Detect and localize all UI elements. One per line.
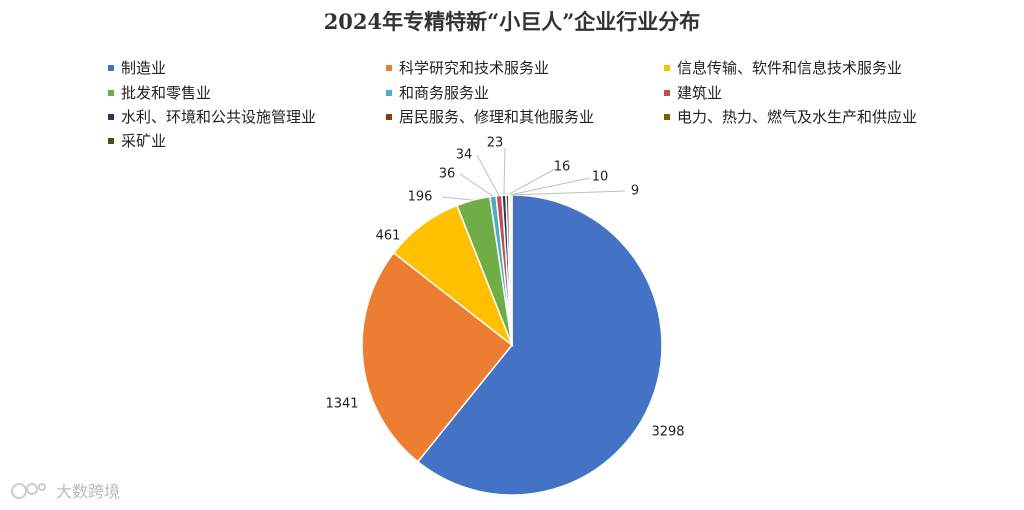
- legend-swatch: [386, 64, 392, 71]
- data-label: 10: [592, 170, 609, 185]
- pie-slice: [416, 194, 663, 496]
- data-label: 196: [408, 190, 433, 205]
- legend-label: 批发和零售业: [121, 84, 212, 102]
- legend-item: 批发和零售业: [108, 82, 211, 103]
- legend-label: 科学研究和技术服务业: [399, 59, 550, 77]
- data-label: 461: [376, 229, 401, 244]
- chart-title: 2024年专精特新“小巨人”企业行业分布: [323, 9, 701, 34]
- legend-swatch: [108, 137, 114, 144]
- leader-line: [459, 173, 494, 197]
- legend-swatch: [108, 64, 114, 71]
- legend-label: 水利、环境和公共设施管理业: [121, 108, 317, 126]
- legend-item: 科学研究和技术服务业: [386, 57, 549, 78]
- legend-swatch: [664, 64, 670, 71]
- legend-item: 水利、环境和公共设施管理业: [108, 106, 316, 127]
- leader-line: [511, 190, 626, 196]
- legend-swatch: [386, 89, 392, 96]
- legend-swatch: [108, 89, 114, 96]
- legend-item: 居民服务、修理和其他服务业: [386, 106, 594, 127]
- data-label: 9: [631, 184, 639, 199]
- legend-item: 信息传输、软件和信息技术服务业: [664, 57, 902, 78]
- data-label: 34: [456, 148, 473, 163]
- watermark-logo-icon: [11, 483, 46, 499]
- watermark-text: 大数跨境: [56, 482, 121, 501]
- data-label: 3298: [651, 425, 684, 440]
- legend-item: 制造业: [108, 57, 166, 78]
- legend-label: 电力、热力、燃气及水生产和供应业: [677, 108, 918, 126]
- legend-item: 采矿业: [108, 130, 166, 151]
- legend-label: 制造业: [121, 59, 167, 77]
- leader-line: [507, 168, 556, 196]
- legend-swatch: [108, 113, 114, 120]
- data-label: 23: [487, 136, 504, 151]
- legend-swatch: [386, 113, 392, 120]
- pie-slice: [361, 251, 514, 463]
- watermark: 大数跨境: [10, 478, 120, 502]
- leader-line: [441, 196, 474, 201]
- leader-line: [509, 177, 591, 196]
- legend-swatch: [664, 113, 670, 120]
- data-label: 36: [439, 167, 456, 182]
- legend-label: 建筑业: [677, 84, 723, 102]
- data-label: 1341: [325, 397, 358, 412]
- legend-item: 和商务服务业: [386, 82, 489, 103]
- data-label: 16: [554, 160, 571, 175]
- legend-label: 和商务服务业: [399, 84, 490, 102]
- legend-swatch: [664, 89, 670, 96]
- legend-item: 建筑业: [664, 82, 722, 103]
- leader-line: [503, 147, 506, 196]
- legend-label: 居民服务、修理和其他服务业: [399, 108, 595, 126]
- legend-item: 电力、热力、燃气及水生产和供应业: [664, 106, 917, 127]
- legend-label: 采矿业: [121, 132, 167, 150]
- legend-label: 信息传输、软件和信息技术服务业: [677, 59, 903, 77]
- leader-line: [476, 154, 500, 196]
